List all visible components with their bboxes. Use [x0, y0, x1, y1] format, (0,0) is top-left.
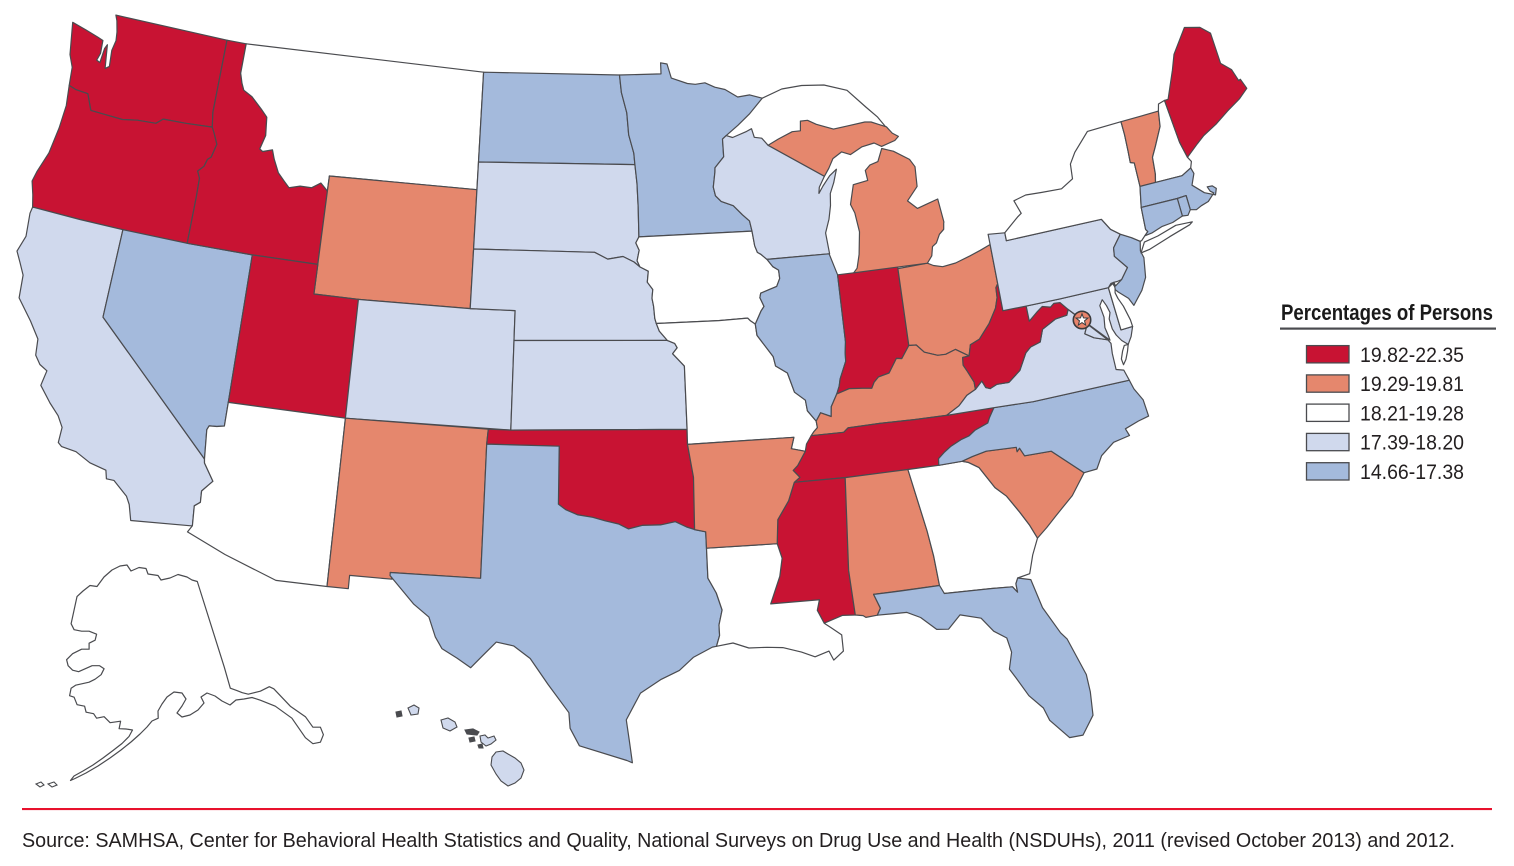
- svg-text:19.82-22.35: 19.82-22.35: [1360, 344, 1464, 367]
- svg-text:18.21-19.28: 18.21-19.28: [1360, 402, 1464, 425]
- svg-text:14.66-17.38: 14.66-17.38: [1360, 461, 1464, 484]
- svg-text:Source: SAMHSA, Center for Beh: Source: SAMHSA, Center for Behavioral He…: [22, 829, 1455, 852]
- svg-text:17.39-18.20: 17.39-18.20: [1360, 432, 1464, 455]
- svg-text:Percentages of Persons: Percentages of Persons: [1281, 300, 1493, 325]
- svg-text:19.29-19.81: 19.29-19.81: [1360, 373, 1464, 396]
